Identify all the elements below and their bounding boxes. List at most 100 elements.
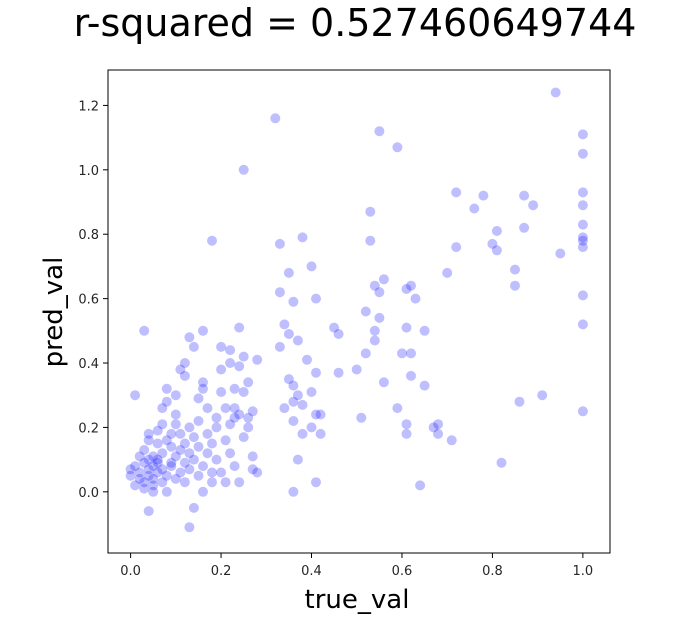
data-point — [247, 451, 258, 462]
data-point — [207, 477, 217, 488]
data-point — [519, 222, 530, 233]
data-point — [130, 390, 141, 401]
data-point — [157, 464, 168, 475]
x-tick-label: 0.6 — [392, 564, 413, 579]
data-point — [188, 432, 199, 443]
data-point — [193, 441, 204, 452]
data-point — [401, 419, 412, 430]
data-point — [311, 367, 321, 378]
data-point — [238, 351, 249, 362]
data-point — [401, 428, 412, 439]
data-point — [184, 332, 195, 343]
data-point — [198, 325, 208, 336]
data-point — [292, 454, 303, 465]
data-point — [360, 348, 371, 359]
data-point — [243, 422, 254, 433]
data-point — [211, 412, 222, 423]
data-point — [365, 206, 376, 217]
data-point — [577, 200, 588, 211]
chart-title: r-squared = 0.527460649744 — [74, 1, 637, 45]
data-point — [225, 358, 236, 368]
data-point — [234, 409, 245, 420]
y-tick-label: 0.4 — [78, 357, 99, 372]
data-point — [220, 477, 231, 488]
data-point — [152, 438, 163, 449]
data-point — [247, 464, 258, 475]
data-point — [333, 367, 344, 378]
data-point — [406, 370, 416, 381]
data-point — [451, 242, 462, 253]
data-point — [283, 374, 294, 385]
data-point — [143, 470, 154, 481]
data-point — [229, 461, 240, 472]
data-point — [406, 348, 416, 359]
data-point — [143, 464, 154, 475]
data-point — [270, 113, 281, 124]
data-point — [229, 403, 240, 414]
data-point — [419, 380, 430, 391]
y-tick-label: 0.0 — [78, 486, 99, 501]
data-point — [166, 441, 177, 452]
data-point — [415, 480, 426, 491]
data-point — [288, 396, 299, 407]
data-point — [166, 461, 177, 472]
data-point — [252, 467, 263, 478]
data-point — [491, 245, 502, 256]
data-point — [288, 296, 299, 307]
data-point — [225, 448, 236, 459]
data-point — [148, 486, 159, 497]
data-point — [188, 454, 199, 465]
data-point — [311, 477, 321, 488]
data-point — [392, 403, 403, 414]
data-point — [148, 451, 159, 462]
data-point — [161, 486, 172, 497]
data-point — [433, 419, 444, 430]
data-point — [170, 390, 181, 401]
data-point — [125, 470, 136, 481]
data-point — [406, 280, 416, 291]
y-tick-label: 1.0 — [78, 164, 99, 179]
data-point — [139, 457, 150, 468]
points-layer — [125, 87, 588, 533]
data-point — [193, 393, 204, 404]
data-point — [478, 190, 489, 201]
x-axis-label: true_val — [305, 585, 410, 615]
data-point — [555, 248, 566, 259]
data-point — [238, 164, 249, 175]
x-tick-label: 1.0 — [573, 564, 594, 579]
data-point — [179, 438, 190, 449]
data-point — [433, 428, 444, 439]
data-point — [306, 261, 317, 272]
data-point — [202, 403, 213, 414]
data-point — [274, 341, 285, 352]
data-point — [216, 341, 227, 352]
data-point — [148, 461, 159, 472]
data-point — [207, 438, 217, 449]
data-point — [188, 341, 199, 352]
x-tick-label: 0.2 — [211, 564, 232, 579]
data-point — [184, 448, 195, 459]
data-point — [198, 461, 208, 472]
data-point — [410, 293, 421, 304]
data-point — [143, 506, 154, 517]
data-point — [152, 425, 163, 436]
data-point — [207, 467, 217, 478]
data-point — [315, 428, 326, 439]
data-point — [198, 377, 208, 388]
data-point — [179, 477, 190, 488]
data-point — [225, 345, 236, 356]
x-axis-ticks: 0.0 0.2 0.4 0.6 0.8 1.0 — [120, 553, 593, 579]
data-point — [577, 319, 588, 330]
data-point — [161, 383, 172, 394]
data-point — [360, 306, 371, 317]
data-point — [288, 486, 299, 497]
data-point — [175, 364, 186, 375]
data-point — [134, 451, 145, 462]
data-point — [292, 390, 303, 401]
data-point — [274, 287, 285, 298]
data-point — [139, 477, 150, 488]
data-point — [170, 419, 181, 430]
data-point — [247, 406, 258, 417]
data-point — [365, 235, 376, 246]
